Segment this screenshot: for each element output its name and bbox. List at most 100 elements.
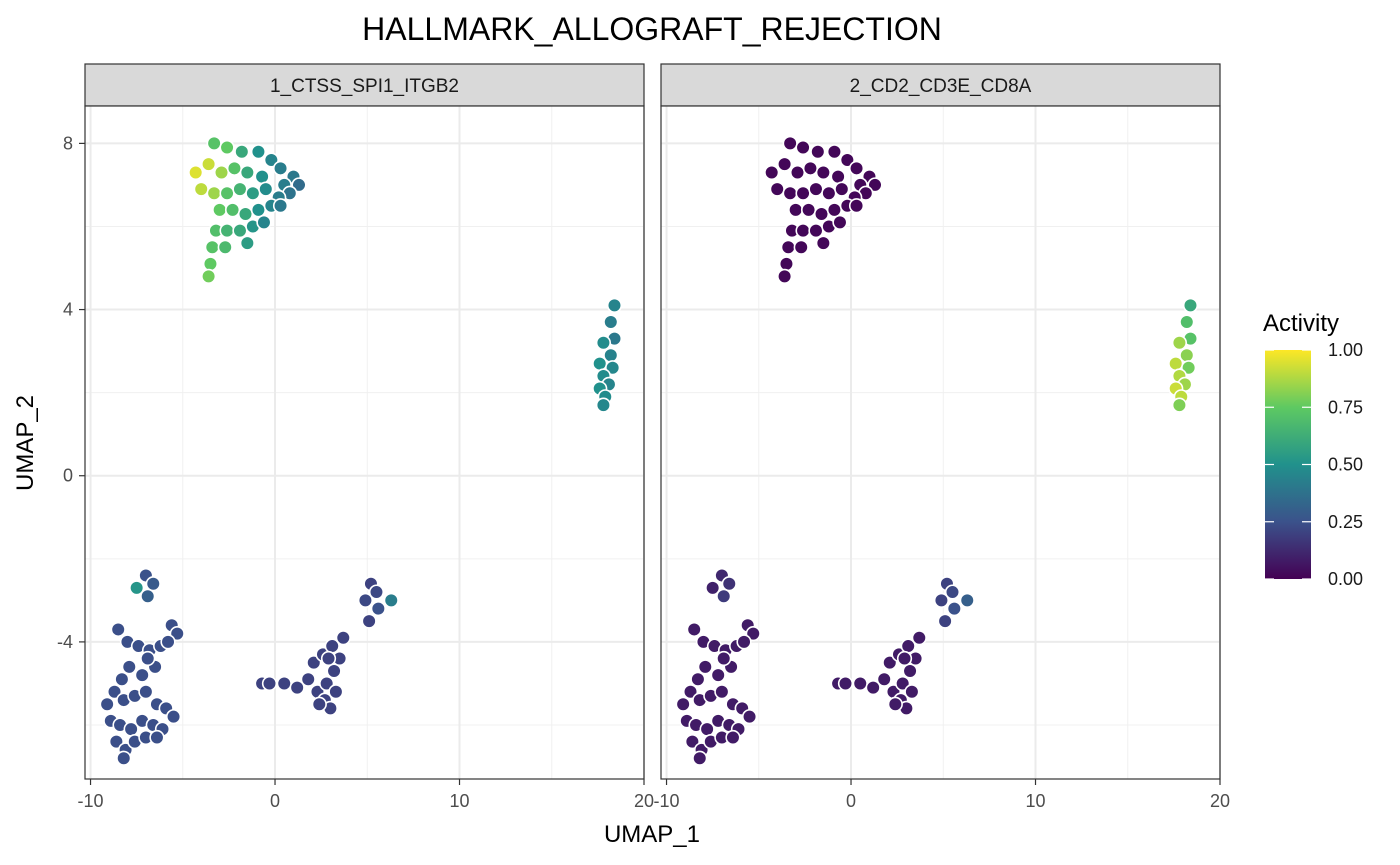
data-point xyxy=(193,181,209,197)
data-point xyxy=(933,592,950,608)
data-point xyxy=(605,360,621,376)
y-axis-title: UMAP_2 xyxy=(12,395,39,491)
data-point xyxy=(254,169,270,185)
data-point xyxy=(795,139,811,156)
data-point xyxy=(212,202,228,218)
data-point xyxy=(138,684,154,700)
panel-border xyxy=(84,105,645,780)
legend-title: Activity xyxy=(1263,310,1339,337)
data-point xyxy=(226,160,243,176)
data-point xyxy=(1171,335,1188,351)
data-point xyxy=(777,268,793,284)
data-point xyxy=(959,592,975,608)
data-point xyxy=(810,144,826,160)
data-point xyxy=(272,198,289,214)
legend: Activity 1.00 0.75 0.50 0.25 0.00 xyxy=(1263,310,1363,589)
data-point xyxy=(232,223,248,239)
data-point xyxy=(682,684,699,700)
facet-strip xyxy=(660,63,1221,107)
data-point xyxy=(867,177,883,193)
data-point xyxy=(876,671,892,687)
data-point xyxy=(839,152,855,168)
data-point xyxy=(370,601,386,617)
data-point xyxy=(745,625,761,642)
data-point xyxy=(946,601,962,617)
data-point xyxy=(684,734,700,750)
data-point xyxy=(834,181,850,197)
data-point xyxy=(592,355,608,372)
data-point xyxy=(848,160,865,176)
x-tick-label: -10 xyxy=(654,791,680,811)
data-point xyxy=(106,684,123,700)
data-point xyxy=(800,202,817,218)
data-point xyxy=(272,160,289,176)
data-point xyxy=(219,223,235,239)
data-point xyxy=(219,139,235,156)
data-point xyxy=(692,750,708,766)
data-point xyxy=(795,185,811,201)
data-point xyxy=(108,734,124,750)
x-axis-title: UMAP_1 xyxy=(604,821,700,848)
data-point xyxy=(895,675,911,692)
data-point xyxy=(686,621,702,638)
data-point xyxy=(764,164,780,181)
data-point xyxy=(149,729,165,746)
data-point xyxy=(882,655,898,671)
legend-tick-label: 0.25 xyxy=(1328,512,1363,532)
data-point xyxy=(904,684,920,700)
data-point xyxy=(789,164,806,181)
data-point xyxy=(852,675,868,692)
data-points xyxy=(675,135,1199,766)
legend-tick-label: 0.75 xyxy=(1328,397,1363,417)
data-point xyxy=(714,684,730,700)
data-point xyxy=(603,314,619,330)
data-point xyxy=(808,223,824,239)
data-point xyxy=(1179,314,1195,330)
legend-tick-label: 1.00 xyxy=(1328,340,1363,360)
data-point xyxy=(705,580,721,596)
data-point xyxy=(160,634,176,650)
data-point xyxy=(887,696,903,712)
data-point xyxy=(289,680,305,696)
data-point xyxy=(826,202,843,218)
facet-strip xyxy=(84,63,645,107)
data-point xyxy=(710,667,726,683)
data-point xyxy=(721,576,737,592)
data-point xyxy=(213,164,230,181)
data-point xyxy=(237,206,254,222)
data-point xyxy=(793,239,809,255)
data-point xyxy=(326,663,342,679)
data-point xyxy=(140,650,156,667)
data-point xyxy=(165,709,182,725)
data-point xyxy=(902,663,918,679)
x-tick-label: 20 xyxy=(1210,791,1230,811)
data-point xyxy=(690,671,706,687)
data-point xyxy=(110,621,126,638)
data-point xyxy=(99,696,115,712)
data-point xyxy=(595,335,612,351)
y-tick-label: -4 xyxy=(57,632,73,652)
data-point xyxy=(937,613,953,629)
data-point xyxy=(217,239,233,255)
data-point xyxy=(795,223,811,239)
data-point xyxy=(239,164,255,181)
data-point xyxy=(256,214,272,230)
data-point xyxy=(837,675,854,692)
data-point xyxy=(716,588,732,604)
data-point xyxy=(335,630,351,646)
panel-border xyxy=(660,105,1221,780)
data-point xyxy=(328,684,344,700)
plot-background xyxy=(85,106,644,779)
data-point xyxy=(815,164,831,181)
data-point xyxy=(201,268,217,284)
facet-strip-label: 2_CD2_CD3E_CD8A xyxy=(850,76,1032,97)
y-tick-label: 4 xyxy=(63,300,73,320)
x-tick-label: 20 xyxy=(634,791,654,811)
facet-strip-label: 1_CTSS_SPI1_ITGB2 xyxy=(270,76,459,97)
data-point xyxy=(300,671,316,687)
data-point xyxy=(848,198,865,214)
legend-ticks: 1.00 0.75 0.50 0.25 0.00 xyxy=(1265,340,1363,589)
plot-background xyxy=(661,106,1220,779)
data-point xyxy=(169,625,185,642)
